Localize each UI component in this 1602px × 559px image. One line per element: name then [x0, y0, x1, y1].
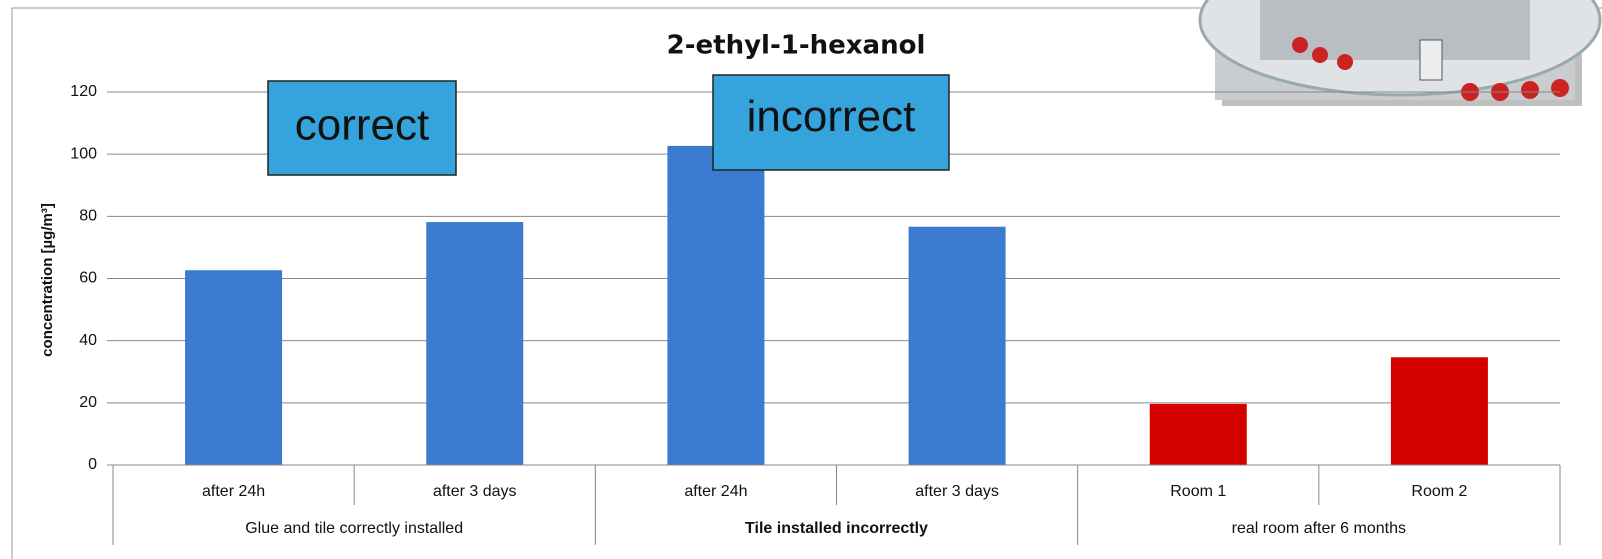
bar	[908, 226, 1006, 466]
y-tick-label: 120	[70, 83, 97, 100]
photo	[1198, 0, 1602, 106]
group-label: real room after 6 months	[1232, 520, 1406, 537]
bar	[667, 145, 765, 466]
bar	[426, 222, 524, 466]
x-tick-label: after 24h	[202, 483, 265, 500]
y-tick-label: 100	[70, 145, 97, 162]
chart-title: 2-ethyl-1-hexanol	[667, 31, 926, 61]
annotation-box	[267, 80, 457, 176]
y-tick-label: 20	[79, 394, 97, 411]
y-tick-label: 0	[88, 456, 97, 473]
annotation: correct	[295, 101, 429, 150]
x-tick-label: after 24h	[684, 483, 747, 500]
y-tick-label: 60	[79, 270, 97, 287]
x-tick-label: Room 1	[1170, 483, 1226, 500]
group-label: Tile installed incorrectly	[745, 520, 928, 537]
y-tick-label: 40	[79, 332, 97, 349]
x-tick-label: Room 2	[1411, 483, 1467, 500]
annotation: incorrect	[747, 92, 916, 141]
bar	[1149, 403, 1247, 466]
bar	[185, 270, 283, 466]
x-tick-label: after 3 days	[915, 483, 999, 500]
y-axis-label: concentration [µg/m³]	[39, 203, 56, 357]
annotation-box	[712, 74, 950, 171]
bar	[1390, 357, 1488, 466]
group-label: Glue and tile correctly installed	[245, 520, 463, 537]
y-tick-label: 80	[79, 208, 97, 225]
x-tick-label: after 3 days	[433, 483, 517, 500]
chart-frame	[11, 7, 1602, 559]
